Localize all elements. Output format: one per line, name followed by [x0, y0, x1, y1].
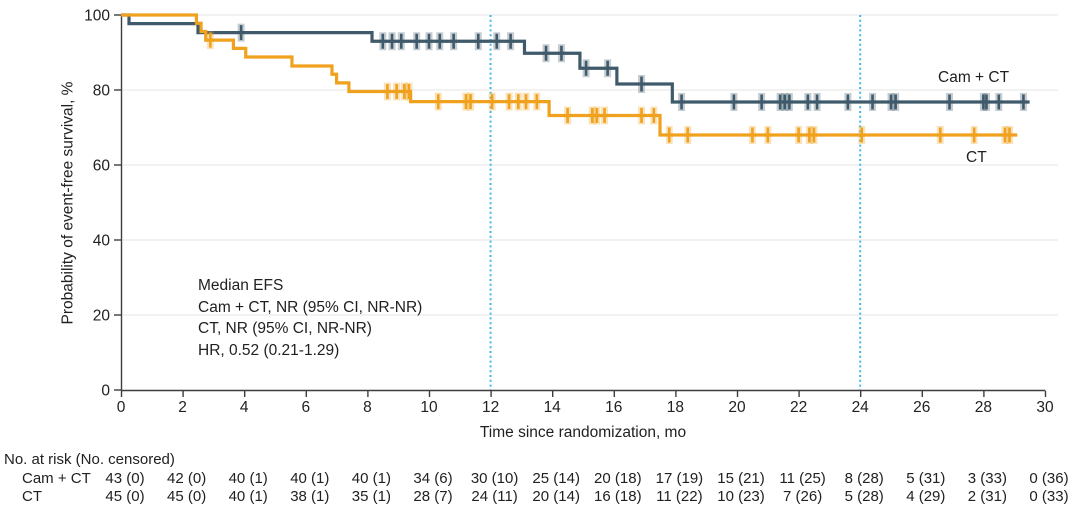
risk-cell: 30 (10) — [470, 470, 519, 487]
x-tick-label: 8 — [363, 399, 372, 416]
annotation-line-hr: HR, 0.52 (0.21-1.29) — [198, 341, 340, 359]
risk-cell: 20 (18) — [594, 470, 642, 487]
risk-cell: 3 (33) — [967, 470, 1007, 487]
x-tick-label: 18 — [667, 399, 684, 416]
risk-cell: 24 (11) — [471, 488, 518, 505]
y-tick-label: 80 — [93, 83, 111, 100]
risk-cell: 5 (28) — [844, 488, 884, 505]
risk-cell: 11 (22) — [656, 488, 703, 505]
x-axis-title: Time since randomization, mo — [479, 424, 687, 441]
risk-cell: 40 (1) — [290, 470, 330, 487]
y-axis-title: Probability of event-free survival, % — [59, 81, 77, 325]
median-efs-annotation: Median EFS Cam + CT, NR (95% CI, NR-NR) … — [198, 277, 422, 363]
annotation-line-title: Median EFS — [198, 277, 284, 294]
risk-cell: 43 (0) — [105, 470, 145, 487]
risk-cell: 17 (19) — [655, 470, 704, 487]
y-tick-label: 100 — [84, 8, 110, 25]
risk-table-header: No. at risk (No. censored) — [4, 451, 175, 468]
x-tick-label: 0 — [117, 399, 126, 416]
legend-label-cam-ct: Cam + CT — [938, 69, 1010, 86]
risk-cell: 7 (26) — [783, 488, 823, 505]
legend-label-ct: CT — [966, 149, 987, 166]
risk-cell: 38 (1) — [290, 488, 330, 505]
risk-cell: 15 (21) — [717, 470, 765, 487]
risk-cell: 28 (7) — [413, 488, 453, 505]
x-tick-label: 22 — [790, 399, 807, 416]
x-tick-label: 26 — [913, 399, 930, 416]
risk-cell: 0 (33) — [1029, 488, 1069, 505]
risk-cell: 42 (0) — [167, 470, 207, 487]
x-tick-label: 12 — [482, 399, 499, 416]
x-tick-label: 20 — [728, 399, 746, 416]
risk-cell: 5 (31) — [906, 470, 946, 487]
risk-row-label-cam-ct: Cam + CT — [22, 470, 91, 487]
risk-cell: 40 (1) — [228, 488, 268, 505]
y-tick-label: 20 — [93, 308, 111, 325]
risk-cell: 8 (28) — [844, 470, 884, 487]
risk-cell: 45 (0) — [167, 488, 207, 505]
y-tick-label: 40 — [93, 233, 111, 250]
y-tick-label: 0 — [101, 383, 110, 400]
risk-cell: 25 (14) — [532, 470, 580, 487]
x-tick-label: 16 — [605, 399, 622, 416]
annotation-line-cam-ct: Cam + CT, NR (95% CI, NR-NR) — [198, 298, 423, 316]
risk-cell: 45 (0) — [105, 488, 145, 505]
risk-cell: 40 (1) — [228, 470, 268, 487]
risk-cell: 2 (31) — [967, 488, 1007, 505]
x-tick-label: 30 — [1036, 399, 1054, 416]
x-tick-label: 2 — [178, 399, 187, 416]
x-tick-label: 24 — [852, 399, 870, 416]
risk-row-label-ct: CT — [22, 488, 42, 505]
x-tick-label: 6 — [301, 399, 310, 416]
x-tick-label: 10 — [420, 399, 438, 416]
x-tick-label: 14 — [544, 399, 562, 416]
risk-cell: 16 (18) — [594, 488, 642, 505]
annotation-line-ct: CT, NR (95% CI, NR-NR) — [198, 320, 372, 337]
risk-cell: 20 (14) — [532, 488, 580, 505]
risk-cell: 11 (25) — [779, 470, 826, 487]
x-tick-label: 4 — [240, 399, 249, 416]
km-curve-cam-ct — [121, 13, 1030, 104]
risk-cell: 10 (23) — [717, 488, 765, 505]
risk-cell: 40 (1) — [351, 470, 391, 487]
risk-cell: 4 (29) — [906, 488, 946, 505]
risk-cell: 35 (1) — [351, 488, 391, 505]
x-tick-label: 28 — [975, 399, 992, 416]
y-tick-label: 60 — [93, 158, 111, 175]
risk-cell: 0 (36) — [1029, 470, 1069, 487]
risk-cell: 34 (6) — [413, 470, 453, 487]
